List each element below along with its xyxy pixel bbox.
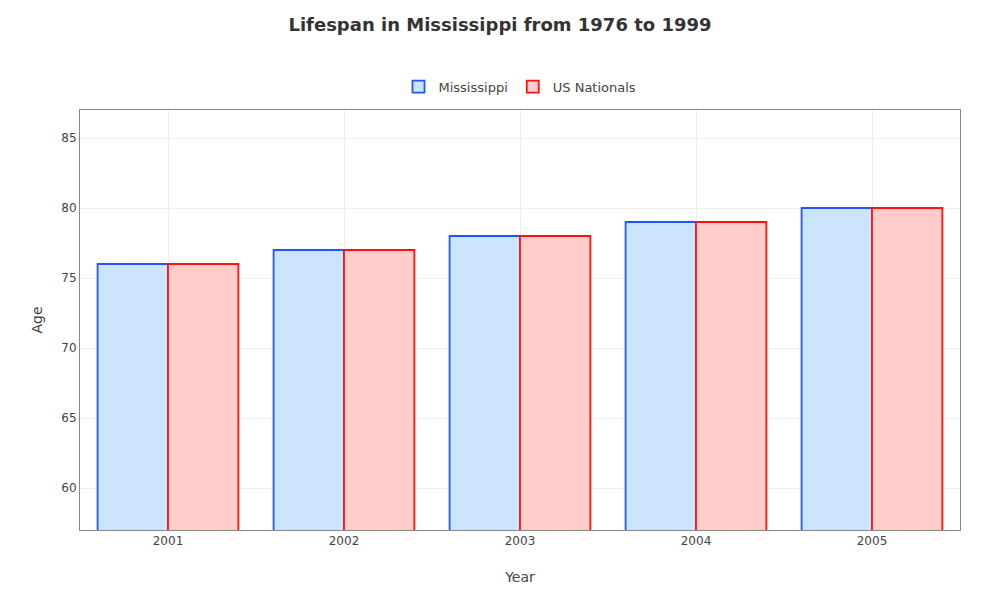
- svg-text:2002: 2002: [329, 534, 360, 548]
- svg-text:65: 65: [61, 411, 76, 425]
- svg-text:75: 75: [61, 271, 76, 285]
- svg-text:2001: 2001: [153, 534, 184, 548]
- svg-text:US Nationals: US Nationals: [553, 80, 636, 95]
- svg-text:Year: Year: [504, 569, 535, 585]
- svg-text:2003: 2003: [505, 534, 536, 548]
- svg-text:2004: 2004: [681, 534, 712, 548]
- svg-text:60: 60: [61, 481, 76, 495]
- svg-text:80: 80: [61, 201, 76, 215]
- svg-text:2005: 2005: [857, 534, 888, 548]
- svg-text:Mississippi: Mississippi: [439, 80, 508, 95]
- svg-text:Age: Age: [29, 306, 45, 333]
- svg-text:85: 85: [61, 131, 76, 145]
- svg-text:Lifespan in Mississippi from 1: Lifespan in Mississippi from 1976 to 199…: [288, 14, 711, 35]
- svg-text:70: 70: [61, 341, 76, 355]
